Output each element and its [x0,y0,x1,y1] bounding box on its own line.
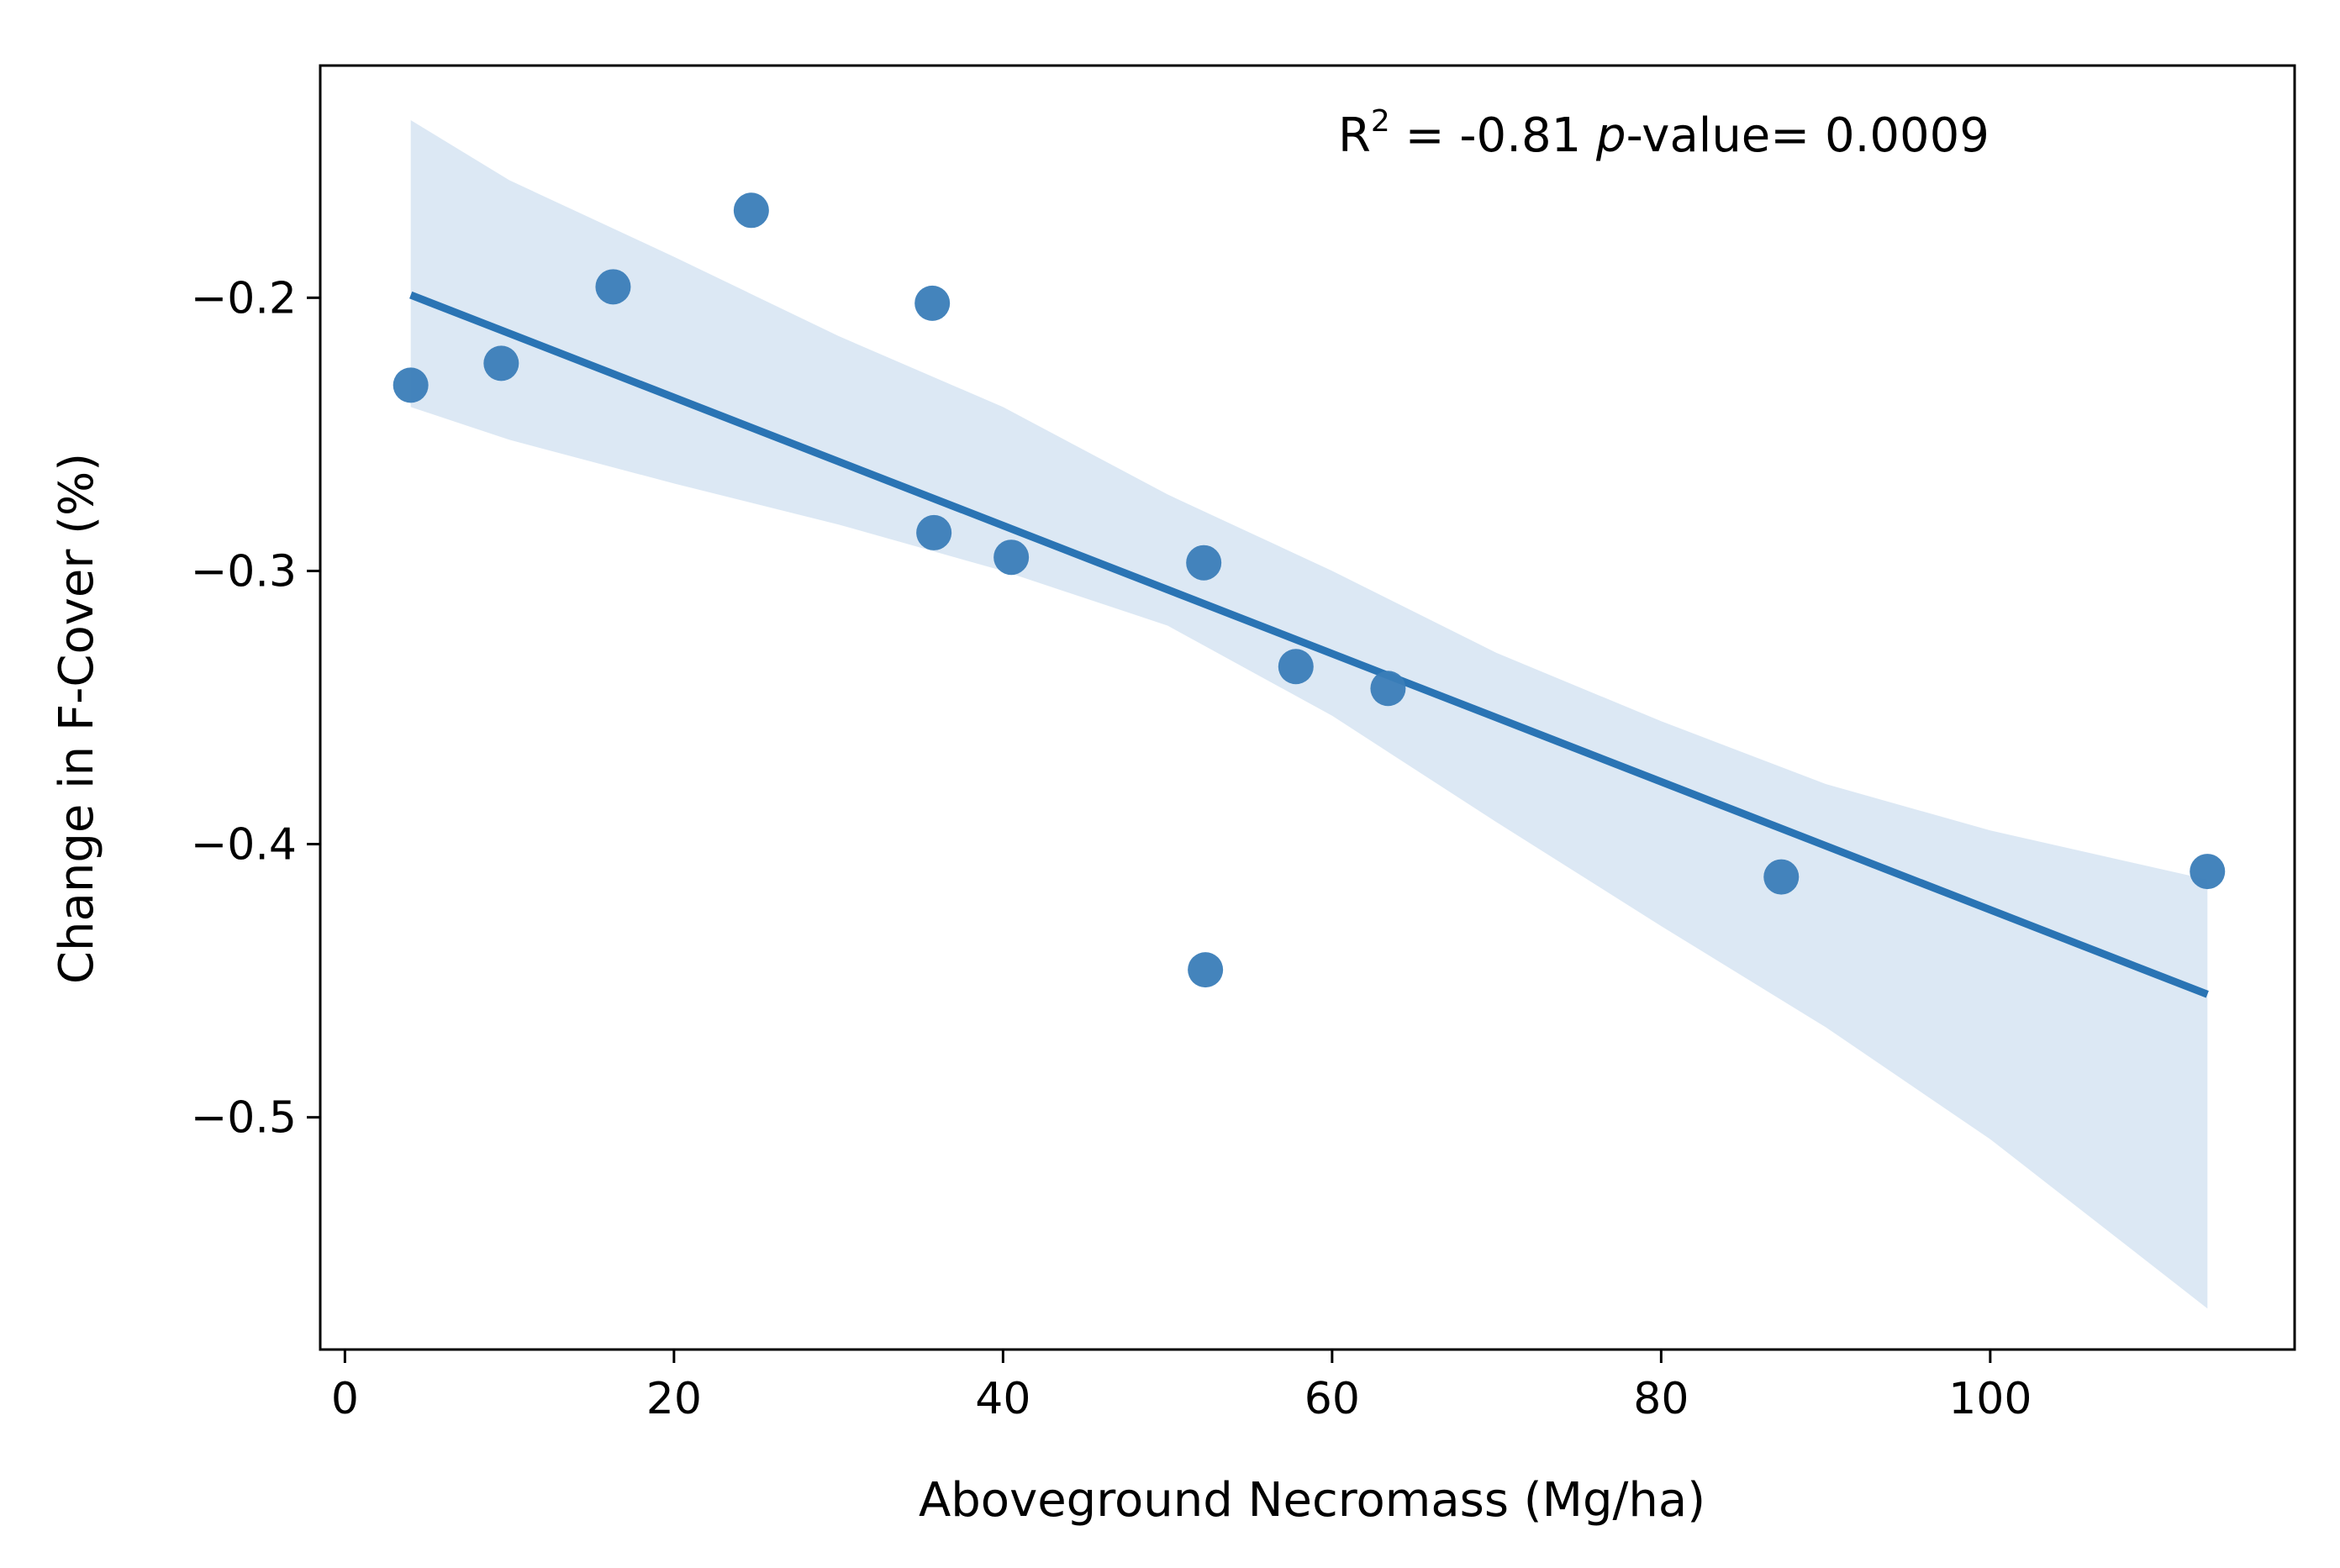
data-point-10 [1278,649,1314,685]
y-tick-label-4: −0.5 [191,1093,297,1144]
confidence-band-layer [410,120,2208,1309]
data-point-3 [595,269,631,305]
p-value-text: -value= 0.0009 [1626,108,1990,163]
r-superscript: 2 [1371,104,1390,139]
data-point-6 [916,514,952,550]
y-tick-label-1: −0.2 [191,273,297,324]
regression-line-layer [409,291,2209,998]
ticks-layer: 0 20 40 60 80 100 −0.2 −0.3 −0.4 −0.5 [191,273,2032,1424]
data-point-7 [993,539,1030,576]
data-point-12 [1763,859,1800,895]
data-point-8 [1186,545,1222,581]
data-points-layer [393,192,2226,988]
data-point-11 [1370,671,1406,707]
x-tick-label-4: 60 [1304,1374,1360,1424]
data-point-2 [483,345,519,381]
data-point-13 [2190,854,2226,890]
r-value: = -0.81 [1390,108,1596,163]
data-point-9 [1188,952,1224,988]
data-point-5 [914,285,951,321]
y-tick-label-2: −0.3 [191,546,297,597]
x-axis-label: Aboveground Necromass (Mg/ha) [919,1473,1705,1528]
x-tick-label-5: 80 [1633,1374,1689,1424]
x-tick-label-1: 0 [331,1374,359,1424]
y-tick-label-3: −0.4 [191,820,297,871]
x-tick-label-2: 20 [646,1374,702,1424]
r-label: R [1338,108,1371,163]
stats-annotation: R2 = -0.81 p-value= 0.0009 [1338,104,1990,163]
axes-layer [319,64,2296,1351]
p-italic: p [1595,108,1626,163]
confidence-band [410,120,2208,1309]
plot-frame [319,64,2296,1351]
data-point-4 [733,192,769,229]
data-point-1 [393,367,429,403]
regression-line [409,291,2209,998]
x-tick-label-6: 100 [1948,1374,2032,1424]
x-tick-label-3: 40 [975,1374,1030,1424]
y-axis-label: Change in F-Cover (%) [50,453,104,984]
